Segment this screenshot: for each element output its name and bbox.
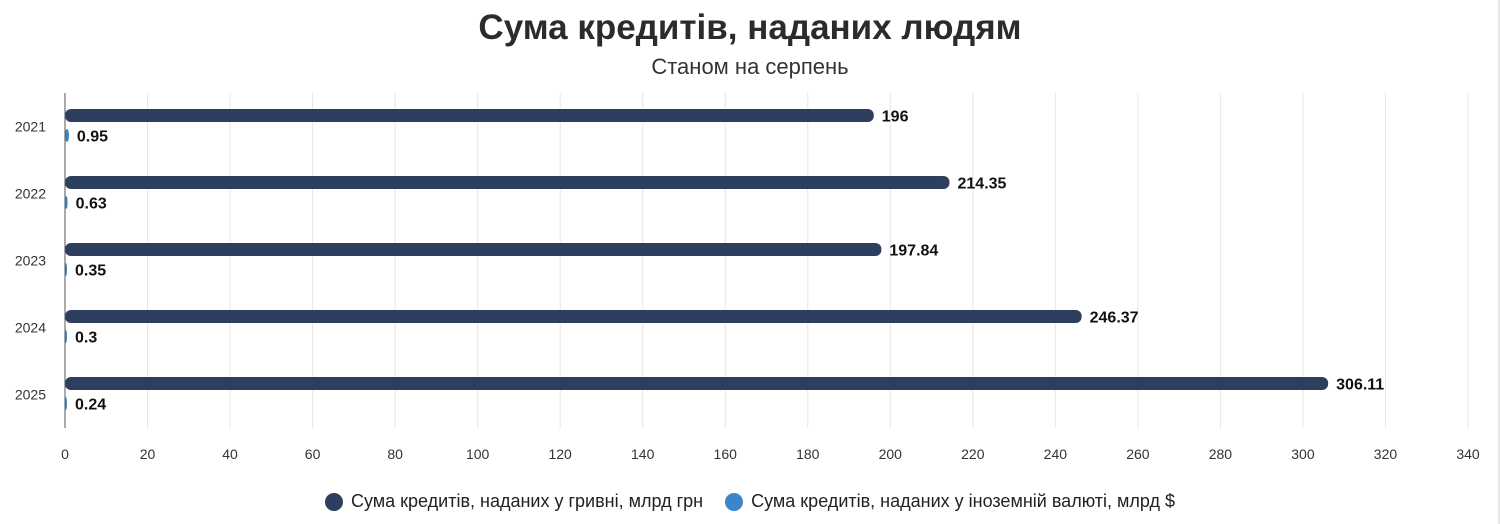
x-tick-label: 40 bbox=[222, 446, 238, 462]
x-tick-label: 240 bbox=[1044, 446, 1068, 462]
y-category-label: 2021 bbox=[15, 119, 46, 135]
data-label: 0.35 bbox=[75, 263, 106, 280]
x-tick-label: 320 bbox=[1374, 446, 1398, 462]
bar-uah bbox=[65, 310, 1082, 323]
y-category-label: 2023 bbox=[15, 253, 46, 269]
legend-label-fx: Сума кредитів, наданих у іноземній валют… bbox=[751, 491, 1176, 511]
x-tick-label: 280 bbox=[1209, 446, 1233, 462]
legend-marker-uah bbox=[324, 492, 343, 511]
legend-label-uah: Сума кредитів, наданих у гривні, млрд гр… bbox=[350, 491, 704, 511]
chart-title: Сума кредитів, наданих людям bbox=[478, 8, 1022, 47]
data-labels: 196 0.95 214.35 0.63 197.84 0.35 246.37 0.3 306.… bbox=[75, 109, 1384, 414]
x-tick-label: 220 bbox=[961, 446, 985, 462]
x-tick-label: 300 bbox=[1291, 446, 1315, 462]
data-label: 0.95 bbox=[77, 129, 108, 146]
legend-item-uah[interactable]: Сума кредитів, наданих у гривні, млрд гр… bbox=[324, 491, 704, 512]
y-category-label: 2022 bbox=[15, 186, 46, 202]
data-label: 0.24 bbox=[75, 397, 106, 414]
x-tick-label: 20 bbox=[140, 446, 156, 462]
data-label: 246.37 bbox=[1090, 310, 1139, 327]
data-label: 306.11 bbox=[1336, 377, 1384, 394]
bar-uah bbox=[65, 377, 1329, 390]
x-tick-label: 260 bbox=[1126, 446, 1150, 462]
data-label: 197.84 bbox=[889, 243, 938, 260]
data-label: 0.3 bbox=[75, 330, 97, 347]
data-label: 214.35 bbox=[958, 176, 1007, 193]
bar-uah bbox=[65, 109, 874, 122]
chart-subtitle: Станом на серпень bbox=[651, 54, 849, 79]
y-axis-categories: 2021 2022 2023 2024 2025 bbox=[15, 119, 46, 403]
x-tick-label: 60 bbox=[305, 446, 321, 462]
legend: Сума кредитів, наданих у гривні, млрд гр… bbox=[0, 491, 1500, 512]
grid-lines bbox=[147, 93, 1469, 428]
x-tick-label: 100 bbox=[466, 446, 490, 462]
x-tick-label: 0 bbox=[61, 446, 69, 462]
x-tick-label: 200 bbox=[879, 446, 903, 462]
x-tick-label: 340 bbox=[1456, 446, 1480, 462]
x-tick-label: 140 bbox=[631, 446, 655, 462]
x-tick-label: 180 bbox=[796, 446, 820, 462]
scrollbar[interactable] bbox=[1498, 0, 1500, 524]
x-tick-label: 120 bbox=[548, 446, 572, 462]
data-label: 0.63 bbox=[76, 196, 107, 213]
bar-uah bbox=[65, 243, 882, 256]
x-tick-label: 80 bbox=[387, 446, 403, 462]
bar-fx bbox=[65, 129, 69, 142]
y-category-label: 2024 bbox=[15, 320, 46, 336]
data-label: 196 bbox=[882, 109, 909, 126]
y-category-label: 2025 bbox=[15, 387, 46, 403]
bars bbox=[65, 109, 1329, 410]
bar-fx bbox=[65, 196, 68, 209]
legend-item-fx[interactable]: Сума кредитів, наданих у іноземній валют… bbox=[725, 491, 1175, 512]
x-tick-label: 160 bbox=[714, 446, 738, 462]
bar-uah bbox=[65, 176, 950, 189]
legend-marker-fx bbox=[725, 492, 744, 511]
x-axis-ticks: 0 20 40 60 80 100 120 140 160 180 200 220 240 260 280 3… bbox=[61, 446, 1480, 462]
